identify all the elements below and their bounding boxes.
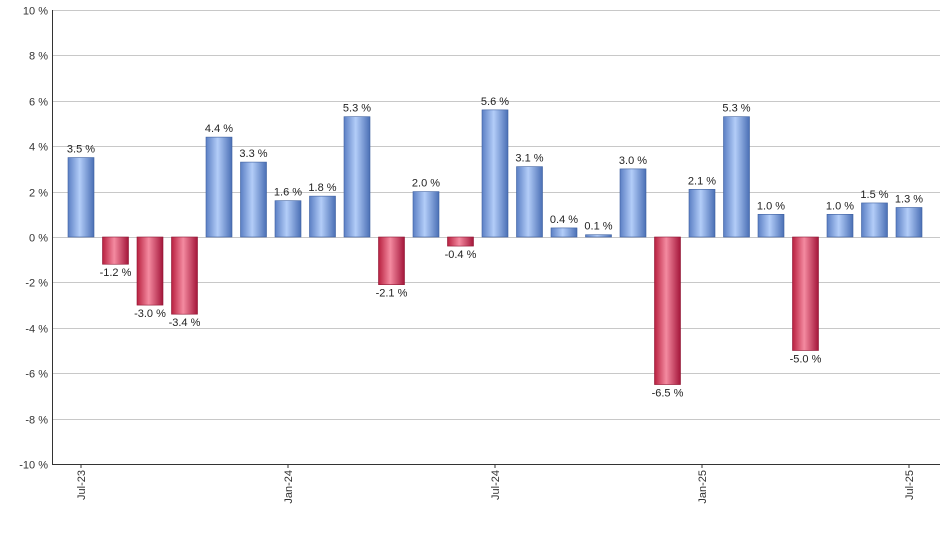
bar-negative: [447, 236, 474, 247]
bar-value-label: 2.0 %: [412, 178, 440, 190]
bar-positive: [826, 214, 854, 238]
bar-negative: [378, 236, 405, 285]
bar-positive: [412, 191, 440, 238]
bar-positive: [343, 116, 371, 238]
y-tick-label: 4 %: [29, 142, 48, 154]
y-tick-label: -8 %: [25, 415, 48, 427]
bar-positive: [205, 136, 233, 238]
bar-value-label: -5.0 %: [790, 354, 822, 366]
bar-positive: [723, 116, 750, 238]
bar-negative: [136, 236, 164, 306]
bar-value-label: -3.4 %: [169, 317, 201, 329]
bar-positive: [757, 214, 785, 238]
bar-positive: [516, 166, 543, 238]
y-tick-label: -2 %: [25, 278, 48, 290]
x-tick-label: Jul-23: [76, 470, 88, 500]
y-tick-label: 6 %: [29, 97, 48, 109]
x-tick-label: Jul-25: [904, 470, 916, 500]
bar-positive: [585, 234, 612, 238]
y-tick-label: 2 %: [29, 188, 48, 200]
bar-value-label: 1.0 %: [757, 200, 785, 212]
bar-value-label: -3.0 %: [134, 308, 166, 320]
bar-value-label: 0.4 %: [550, 214, 578, 226]
bar-value-label: 3.3 %: [239, 148, 267, 160]
bar-positive: [240, 161, 267, 238]
y-tick-label: 10 %: [23, 6, 48, 18]
bar-positive: [67, 157, 95, 238]
bar-value-label: 3.1 %: [515, 153, 543, 165]
y-tick-label: 0 %: [29, 233, 48, 245]
bar-negative: [171, 236, 198, 315]
bar-value-labels: 3.5 % -1.2 % -3.0 %-3.4 % 4.4 % 3.3 % 1.6 % 1.…: [67, 96, 923, 400]
x-axis-tick-labels: Jul-23 Jan-24 Jul-24 Jan-25 Jul-25: [76, 470, 916, 504]
bar-negative: [792, 236, 819, 351]
bar-value-label: 1.3 %: [895, 193, 923, 205]
bar-value-label: 1.0 %: [826, 200, 854, 212]
y-tick-label: -4 %: [25, 324, 48, 336]
bar-value-label: 5.3 %: [722, 103, 750, 115]
bar-value-label: 0.1 %: [584, 221, 612, 233]
bar-positive: [309, 195, 336, 238]
bar-value-label: 2.1 %: [688, 175, 716, 187]
bar-value-label: 5.3 %: [343, 103, 371, 115]
bar-value-label: -6.5 %: [652, 388, 684, 400]
bar-value-label: 1.8 %: [308, 182, 336, 194]
bar-positive: [688, 189, 716, 238]
bar-value-label: 1.5 %: [860, 189, 888, 201]
x-tick-label: Jan-24: [283, 470, 295, 504]
y-tick-label: -10 %: [19, 460, 48, 472]
y-axis-tick-labels: 10 % 8 % 6 % 4 % 2 % 0 % -2 % -4 % -6 % -8 % -10 %: [19, 6, 48, 472]
bar-positive: [619, 168, 647, 238]
bar-value-label: -1.2 %: [100, 267, 132, 279]
bar-value-label: 4.4 %: [205, 123, 233, 135]
x-tick-label: Jul-24: [490, 470, 502, 500]
y-tick-label: 8 %: [29, 51, 48, 63]
y-tick-label: -6 %: [25, 369, 48, 381]
bar-value-label: 3.5 %: [67, 144, 95, 156]
bars: [67, 109, 923, 385]
bar-negative: [102, 236, 129, 265]
bar-value-label: -2.1 %: [376, 288, 408, 300]
bar-positive: [481, 109, 509, 238]
bar-value-label: 5.6 %: [481, 96, 509, 108]
bar-positive: [274, 200, 302, 238]
bar-positive: [550, 227, 578, 238]
x-tick-label: Jan-25: [697, 470, 709, 504]
bar-negative: [654, 236, 681, 385]
bar-positive: [861, 202, 888, 238]
bar-value-label: 1.6 %: [274, 187, 302, 199]
bar-positive: [895, 207, 923, 238]
bar-value-label: -0.4 %: [445, 249, 477, 261]
bar-value-label: 3.0 %: [619, 155, 647, 167]
axes: [52, 10, 940, 468]
